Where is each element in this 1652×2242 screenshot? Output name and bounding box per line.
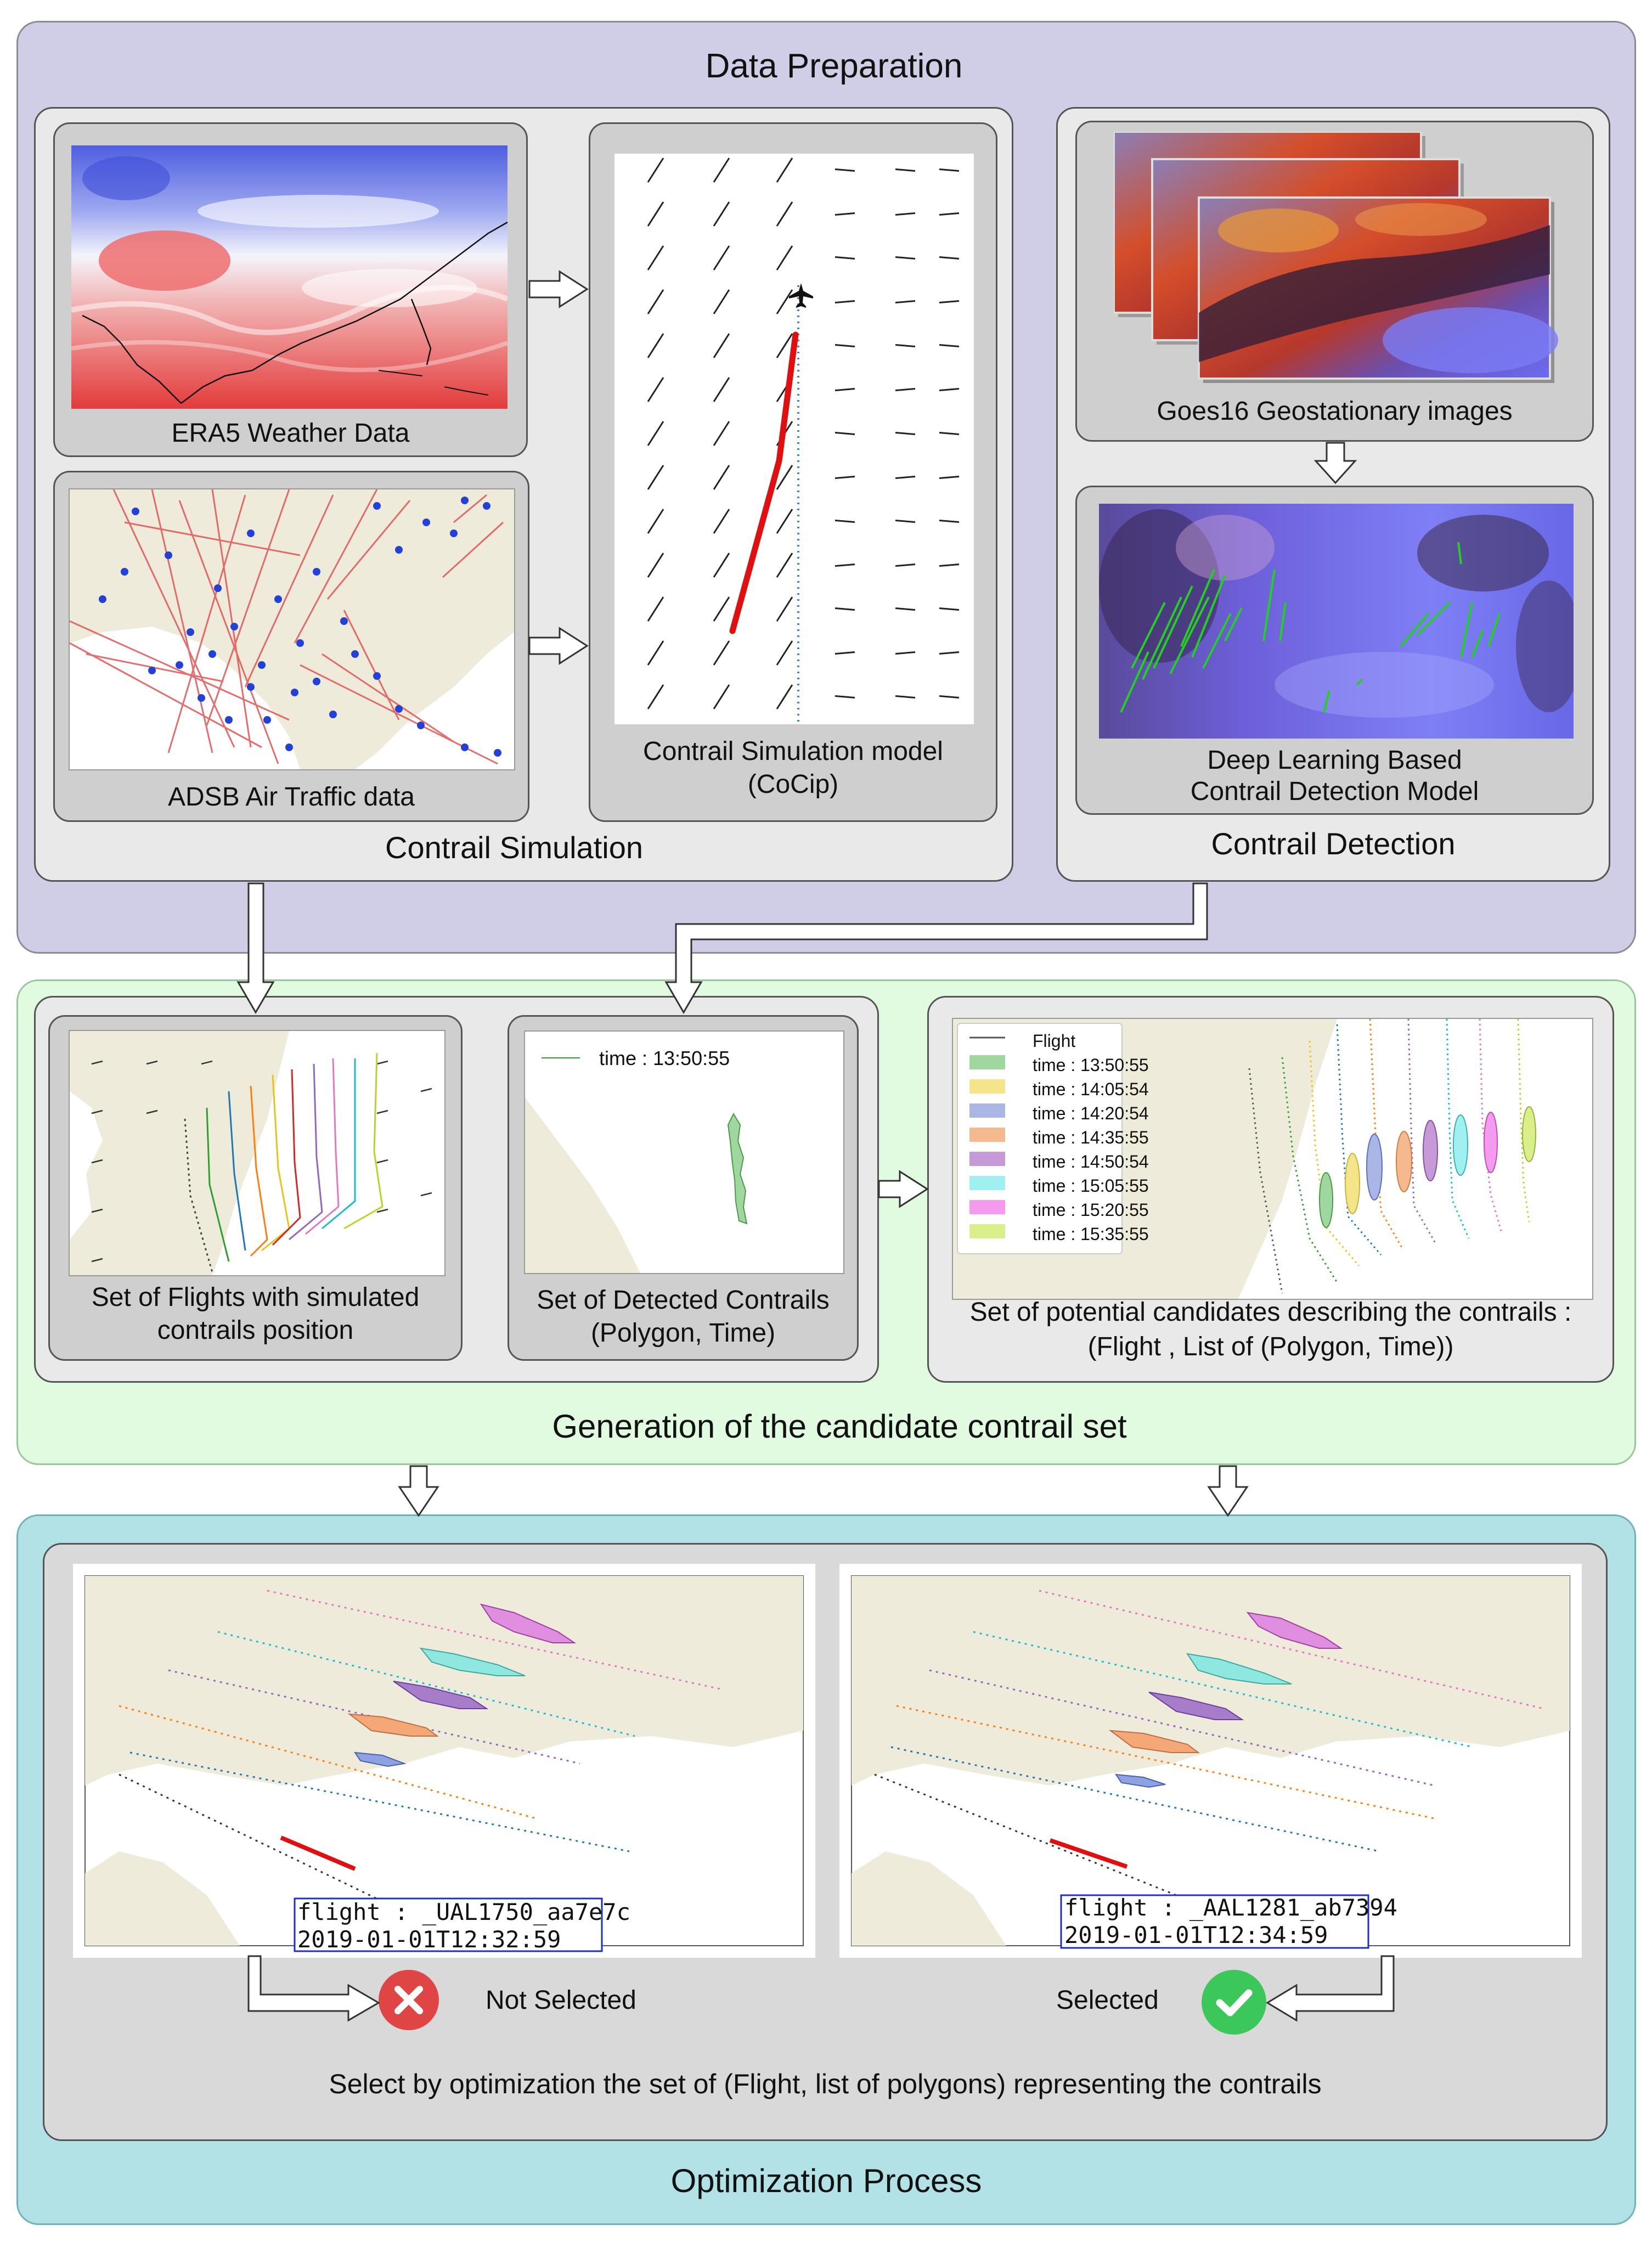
legend-swatch <box>969 1152 1005 1166</box>
detection-model-caption-line1: Deep Learning Based <box>1207 746 1462 775</box>
detection-model-caption-line2: Contrail Detection Model <box>1190 777 1479 806</box>
arrow-generation-to-right-map <box>1207 1465 1249 1517</box>
simulated-flights-caption-line2: contrails position <box>157 1316 354 1345</box>
era5-caption: ERA5 Weather Data <box>171 419 410 448</box>
legend-swatch <box>969 1103 1005 1118</box>
legend-swatch <box>969 1176 1005 1190</box>
not-selected-label: Not Selected <box>486 1986 636 2015</box>
legend-label: time : 14:05:54 <box>1033 1079 1149 1099</box>
legend-label: time : 15:20:55 <box>1033 1200 1149 1220</box>
candidates-caption-line2: (Flight , List of (Polygon, Time)) <box>1087 1332 1454 1361</box>
arrow-simulation-to-flights <box>236 882 275 1014</box>
legend-label: time : 14:50:54 <box>1033 1152 1149 1171</box>
contrail-simulation-title: Contrail Simulation <box>385 830 643 865</box>
arrow-right-map-to-accept <box>1266 1955 1395 2022</box>
right-flight-label: flight : _AAL1281_ab7394 <box>1064 1894 1397 1921</box>
arrow-adsb-to-cocip <box>528 627 589 665</box>
left-flight-time: 2019-01-01T12:32:59 <box>297 1926 561 1953</box>
arrow-era5-to-cocip <box>528 270 589 308</box>
arrow-detection-to-detected <box>664 882 1208 1014</box>
legend-swatch <box>969 1224 1005 1238</box>
arrow-generation-to-left-map <box>398 1465 439 1517</box>
generation-title: Generation of the candidate contrail set <box>552 1408 1127 1445</box>
reject-x-icon <box>379 1970 439 2030</box>
legend-swatch <box>969 1079 1005 1094</box>
accept-check-icon <box>1202 1970 1266 2035</box>
optimization-description: Select by optimization the set of (Fligh… <box>329 2069 1322 2099</box>
candidates-caption-line1: Set of potential candidates describing t… <box>969 1298 1572 1327</box>
adsb-caption: ADSB Air Traffic data <box>168 782 415 812</box>
selected-label: Selected <box>1056 1986 1159 2015</box>
left-flight-label: flight : _UAL1750_aa7e7c <box>297 1899 630 1925</box>
era5-weather-map <box>71 145 508 409</box>
detected-contrails-caption-line1: Set of Detected Contrails <box>537 1286 830 1315</box>
legend-label: time : 14:20:54 <box>1033 1103 1149 1123</box>
legend-swatch <box>969 1128 1005 1142</box>
right-flight-time: 2019-01-01T12:34:59 <box>1064 1922 1328 1948</box>
legend-swatch <box>969 1200 1005 1214</box>
adsb-air-traffic-map <box>69 488 515 770</box>
optimization-title: Optimization Process <box>670 2162 982 2199</box>
arrow-goes-to-detection <box>1313 442 1357 485</box>
cocip-caption-line2: (CoCip) <box>747 770 839 799</box>
legend-label: time : 15:35:55 <box>1033 1224 1149 1244</box>
candidates-map <box>952 1018 1593 1300</box>
goes16-image-stack <box>1113 131 1569 384</box>
airplane-icon <box>789 283 813 308</box>
legend-label: Flight <box>1033 1031 1076 1051</box>
data-preparation-title: Data Preparation <box>705 47 963 85</box>
optimization-map-not-selected <box>73 1564 815 1958</box>
contrail-detection-title: Contrail Detection <box>1211 826 1456 861</box>
detected-contrails-map <box>524 1030 844 1274</box>
legend-label: time : 14:35:55 <box>1033 1128 1149 1147</box>
optimization-map-selected <box>839 1564 1582 1958</box>
cocip-wind-field <box>614 154 974 724</box>
detected-contrails-caption-line2: (Polygon, Time) <box>590 1319 776 1348</box>
arrow-left-map-to-reject <box>247 1955 380 2022</box>
simulated-flights-caption-line1: Set of Flights with simulated <box>91 1283 420 1312</box>
cocip-caption-line1: Contrail Simulation model <box>643 737 943 766</box>
arrow-detected-to-candidates <box>878 1170 929 1208</box>
goes16-caption: Goes16 Geostationary images <box>1157 397 1513 426</box>
detected-legend-label: time : 13:50:55 <box>599 1047 730 1069</box>
legend-label: time : 15:05:55 <box>1033 1176 1149 1196</box>
detection-model-image <box>1099 504 1574 739</box>
legend-label: time : 13:50:55 <box>1033 1055 1149 1075</box>
legend-swatch <box>969 1055 1005 1069</box>
simulated-flights-map <box>69 1030 446 1276</box>
